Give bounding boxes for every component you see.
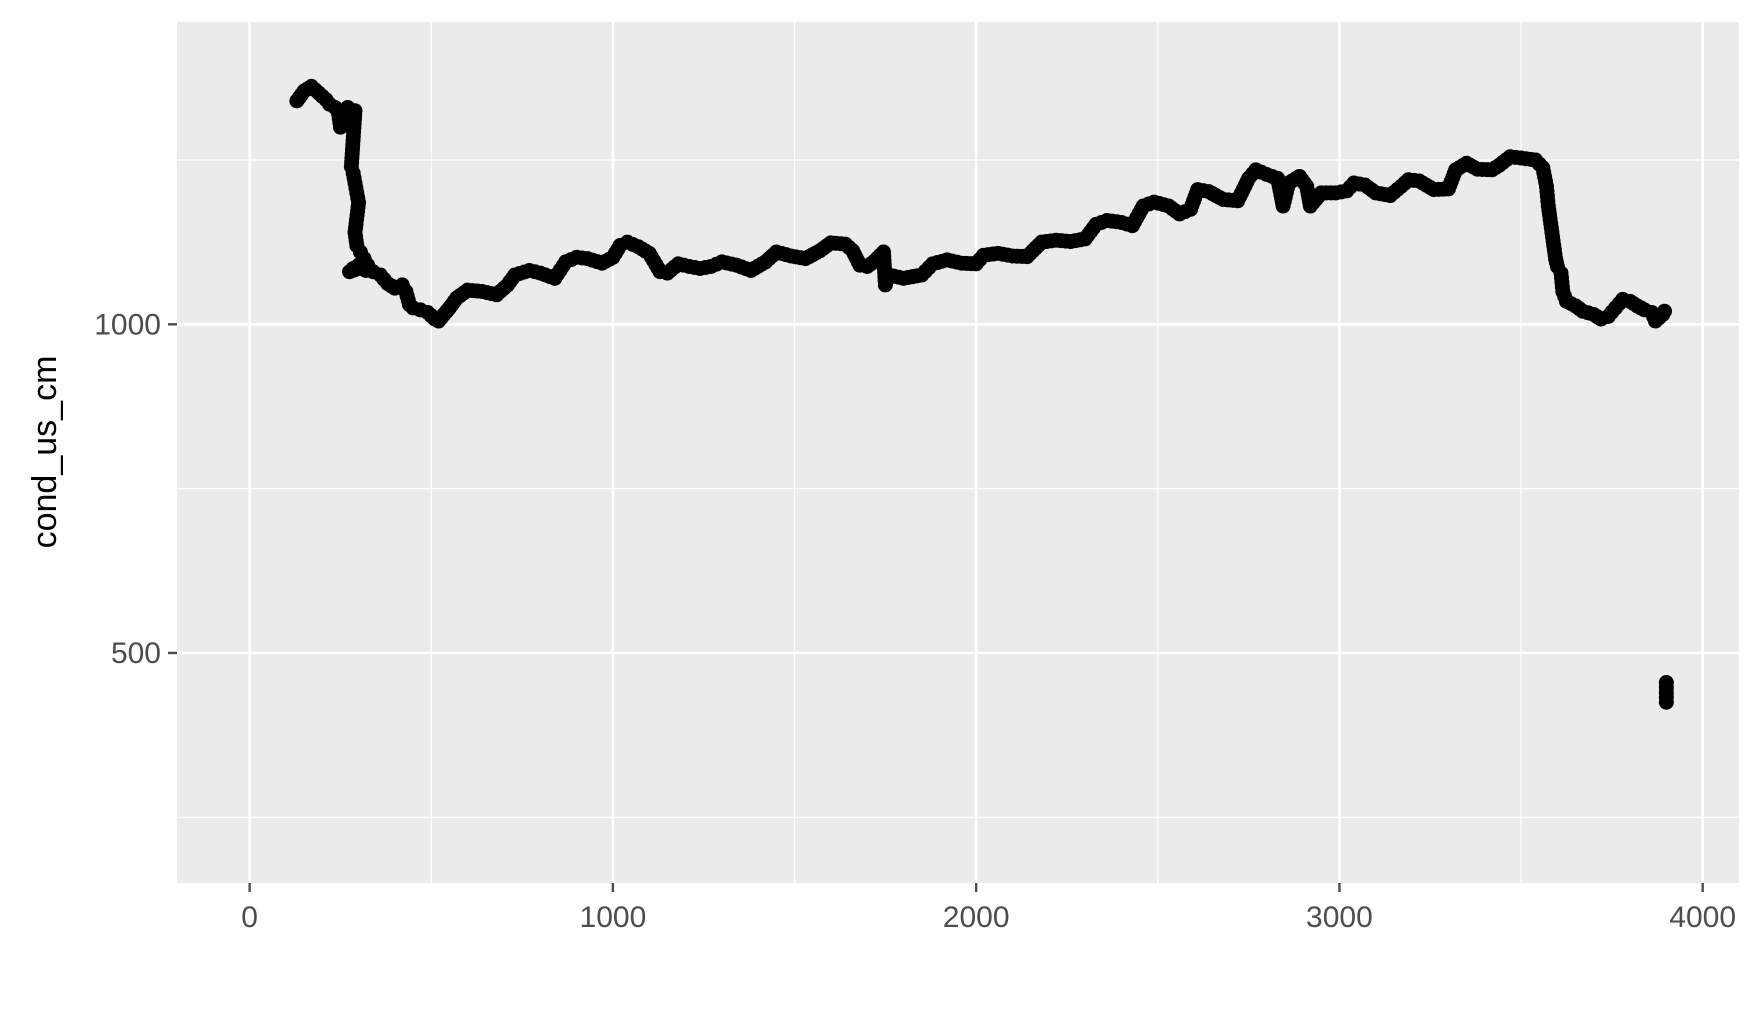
x-tick-label: 0 xyxy=(241,901,258,934)
x-axis: 0 1000 2000 3000 4000 xyxy=(241,883,1736,934)
y-tick-label: 500 xyxy=(111,637,161,670)
x-tick-label: 4000 xyxy=(1669,901,1736,934)
y-tick-label: 1000 xyxy=(94,308,161,341)
plot-panel xyxy=(177,22,1739,883)
x-tick-label: 2000 xyxy=(943,901,1010,934)
data-point xyxy=(1657,303,1673,319)
y-axis-title: cond_us_cm xyxy=(26,356,64,549)
data-point xyxy=(1658,694,1674,710)
y-axis: 500 1000 xyxy=(94,308,177,670)
x-tick-label: 1000 xyxy=(580,901,647,934)
data-points xyxy=(289,78,1674,710)
x-tick-label: 3000 xyxy=(1306,901,1373,934)
